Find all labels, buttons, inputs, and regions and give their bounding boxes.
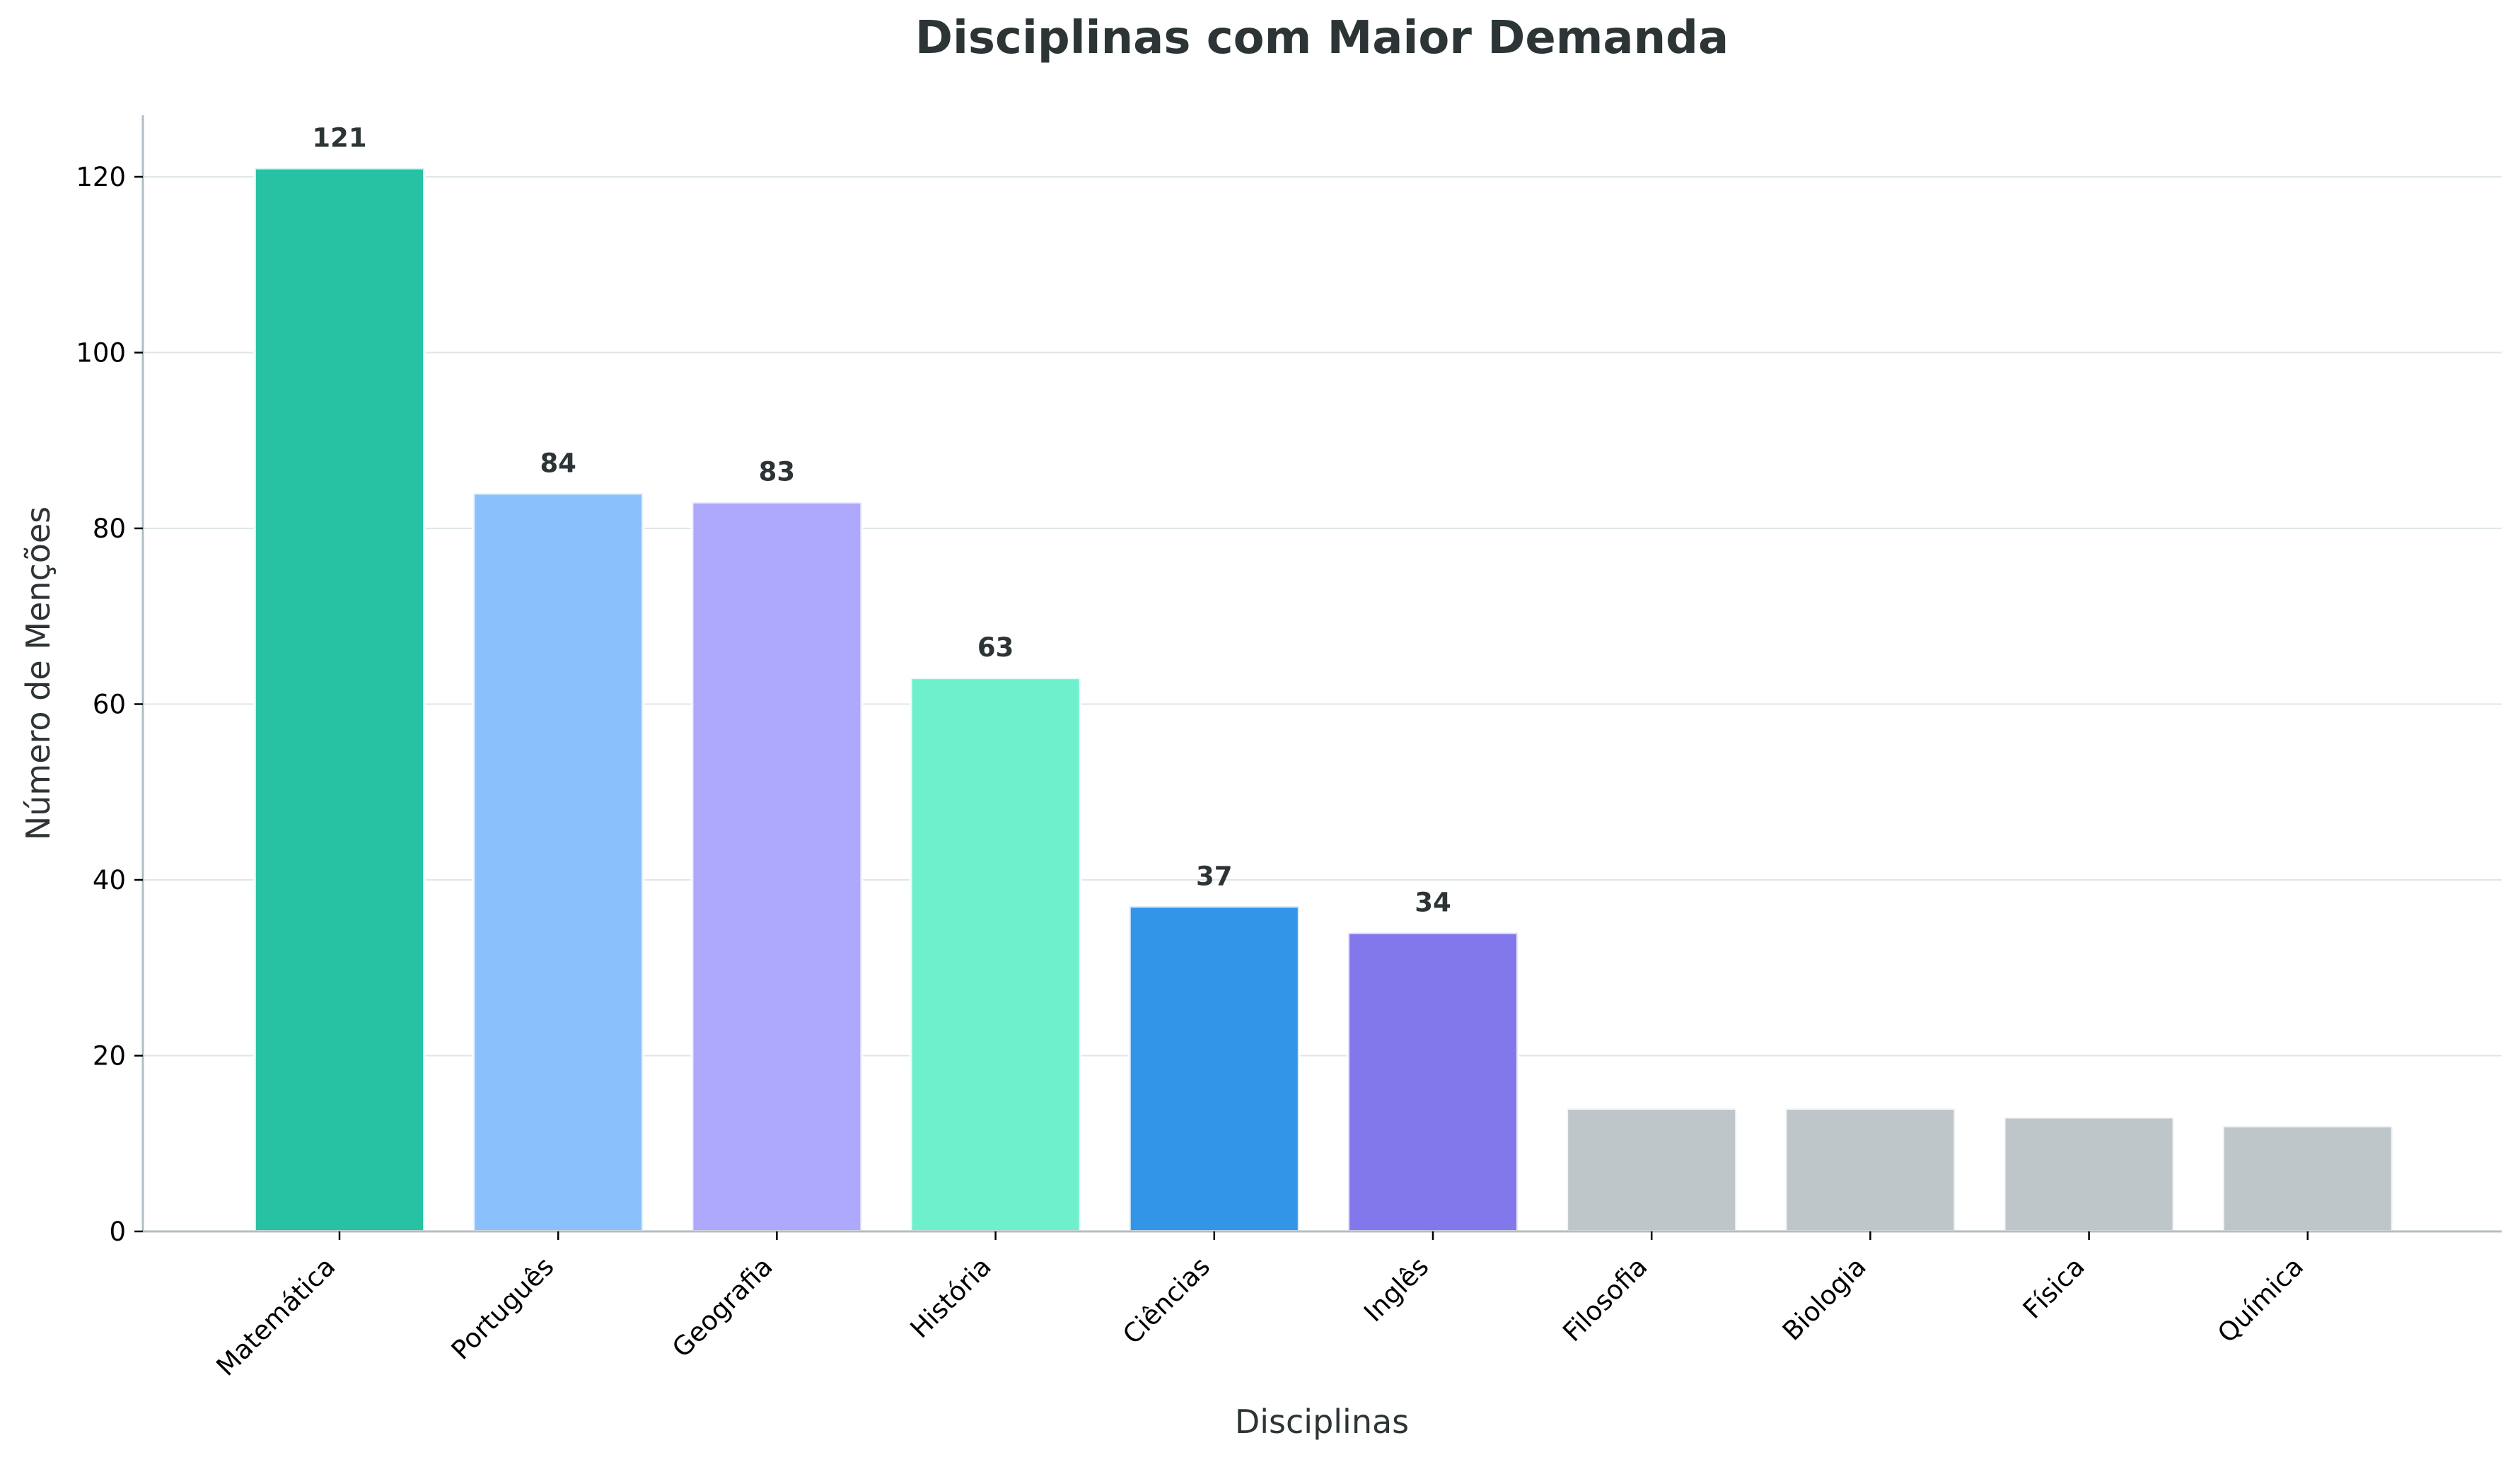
bar-inglês — [1347, 931, 1519, 1234]
bar-biologia — [1784, 1107, 1957, 1233]
y-tick-label: 100 — [76, 337, 126, 368]
chart-title: Disciplinas com Maior Demanda — [915, 12, 1729, 64]
y-tick-label: 40 — [93, 865, 126, 895]
value-label: 121 — [312, 123, 366, 153]
bar-ciências — [1127, 905, 1301, 1233]
y-tick-label: 20 — [93, 1040, 126, 1071]
value-label: 63 — [977, 632, 1014, 663]
x-axis-title: Disciplinas — [1235, 1403, 1409, 1441]
bar-física — [2002, 1115, 2176, 1233]
y-axis-title: Número de Menções — [19, 506, 57, 840]
value-label: 84 — [540, 448, 576, 478]
y-tick-label: 80 — [93, 514, 126, 544]
bar-história — [909, 676, 1082, 1233]
value-label: 37 — [1196, 861, 1233, 891]
bar-filosofia — [1565, 1107, 1738, 1233]
y-tick-label: 120 — [76, 162, 126, 192]
value-label: 34 — [1415, 888, 1451, 918]
bars — [253, 166, 2394, 1234]
value-labels: 121 84 83 63 37 34 — [312, 123, 1451, 918]
bar-geografia — [690, 500, 864, 1234]
y-tick-label: 0 — [109, 1217, 126, 1247]
y-tick-label: 60 — [93, 689, 126, 719]
bar-matemática — [253, 166, 426, 1234]
y-ticks: 0 20 40 60 80 100 120 — [76, 162, 143, 1247]
value-label: 83 — [759, 457, 796, 487]
bar-química — [2221, 1124, 2394, 1233]
axes — [141, 115, 2502, 1233]
bar-português — [472, 492, 645, 1233]
